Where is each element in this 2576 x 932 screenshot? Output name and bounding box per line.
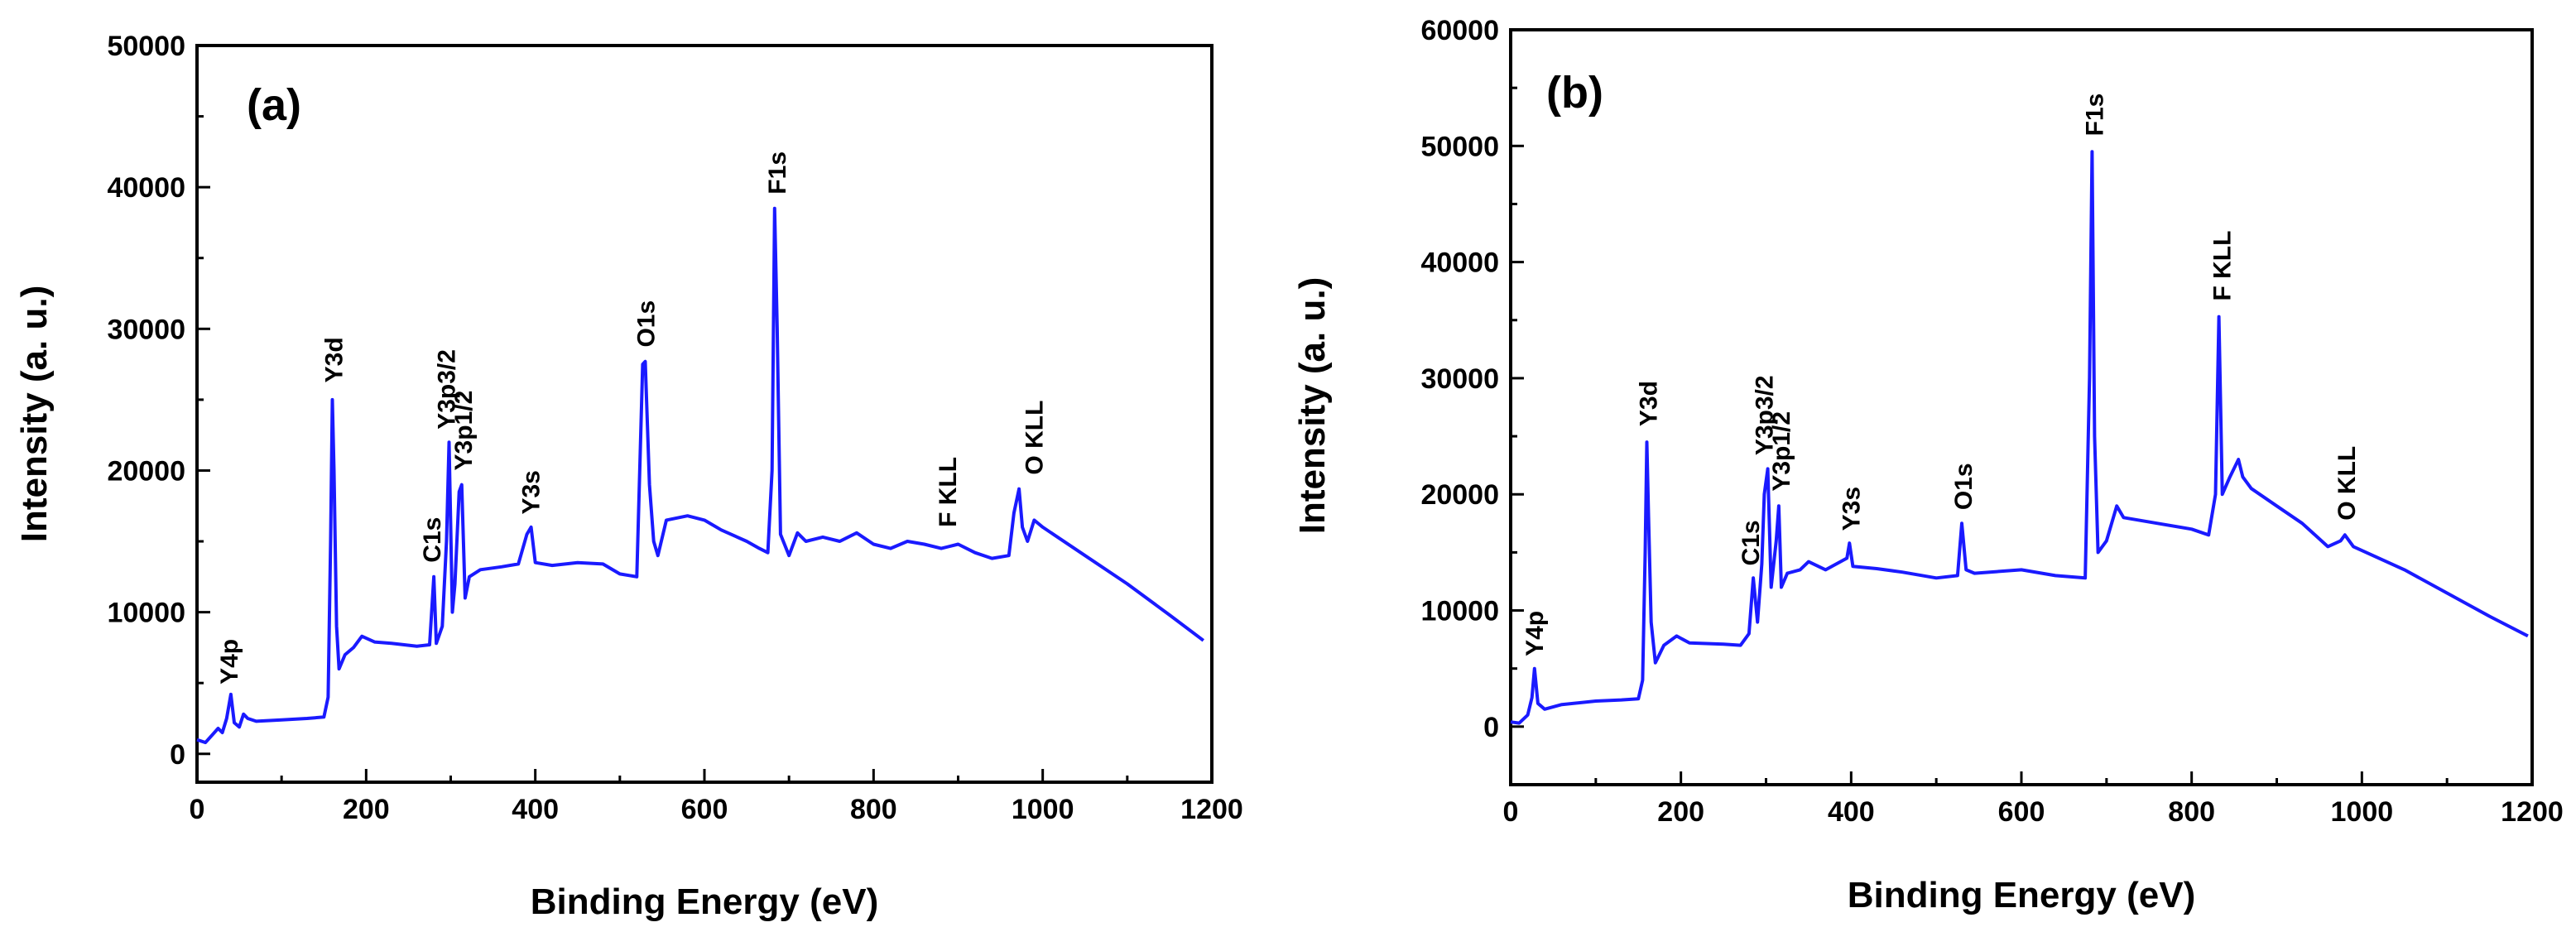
y-tick-label-a-20000: 20000 [107,455,185,487]
spectrum-line-a [196,206,1205,745]
x-tick-label-b-0: 0 [1503,796,1519,828]
y-axis-label-b: Intensity (a. u.) [1292,277,1333,534]
y-tick-label-a-0: 0 [170,739,185,771]
y-tick-label-b-60000: 60000 [1420,15,1499,46]
peak-label-a-5: Y3s [518,470,545,514]
x-tick-label-a-1200: 1200 [1180,794,1243,825]
chart-panel-a: 0 200 400 600 800 1000 1200 0 10000 20000 30000 400… [14,31,1243,922]
y-tick-label-b-20000: 20000 [1420,479,1499,511]
peak-label-b-6: O1s [1950,463,1978,510]
x-tick-label-b-800: 800 [2168,796,2215,828]
peak-label-b-5: Y3s [1838,487,1865,531]
peak-label-b-4: Y3p1/2 [1768,411,1795,492]
peak-label-a-7: F1s [764,151,791,195]
tick-marks-b [1509,28,2534,785]
plot-frame-b [1509,28,2534,786]
spectrum-line-b [1510,150,2529,725]
peak-label-b-0: Y4p [1521,611,1549,656]
peak-label-a-2: C1s [419,517,446,563]
peak-label-b-3: Y3p3/2 [1751,375,1778,455]
x-tick-label-b-1200: 1200 [2501,796,2564,828]
panel-label-b: (b) [1546,68,1603,118]
peak-label-a-6: O1s [633,300,661,348]
y-tick-label-a-50000: 50000 [107,31,185,62]
x-tick-label-a-600: 600 [681,794,728,825]
x-tick-label-b-1000: 1000 [2331,796,2394,828]
y-tick-label-b-0: 0 [1483,712,1499,743]
tick-marks-a [195,44,1214,782]
x-tick-label-a-200: 200 [343,794,390,825]
tick-labels-a: 0 200 400 600 800 1000 1200 0 10000 20000 30000 400… [107,31,1242,825]
y-tick-label-b-40000: 40000 [1420,247,1499,279]
peak-label-a-4: Y3p1/2 [450,391,478,471]
tick-labels-b: 0 200 400 600 800 1000 1200 0 10000 20000 30000 400… [1420,15,2563,828]
peak-label-b-8: F KLL [2209,231,2237,301]
y-tick-label-b-10000: 10000 [1420,596,1499,627]
x-tick-label-b-200: 200 [1657,796,1704,828]
peak-label-b-2: C1s [1737,520,1765,565]
y-tick-label-a-40000: 40000 [107,172,185,204]
peak-label-b-1: Y3d [1636,381,1663,426]
peak-label-b-7: F1s [2081,94,2108,137]
y-tick-label-b-50000: 50000 [1420,131,1499,162]
x-tick-label-a-400: 400 [512,794,559,825]
y-tick-label-b-30000: 30000 [1420,363,1499,395]
y-axis-label-a: Intensity (a. u.) [14,286,55,542]
x-tick-label-a-1000: 1000 [1012,794,1074,825]
y-tick-label-a-30000: 30000 [107,314,185,345]
peak-label-b-9: O KLL [2333,446,2361,521]
x-tick-label-b-400: 400 [1828,796,1875,828]
x-tick-label-b-600: 600 [1998,796,2045,828]
plot-frame-a [195,44,1214,784]
peak-label-a-1: Y3d [321,337,348,382]
x-tick-label-a-0: 0 [190,794,205,825]
panel-label-a: (a) [247,80,301,130]
chart-panel-b: 0 200 400 600 800 1000 1200 0 10000 20000 30000 400… [1292,15,2564,915]
peak-label-a-3: Y3p3/2 [433,349,460,430]
x-axis-label-b: Binding Energy (eV) [1848,875,2195,915]
peak-label-a-9: O KLL [1021,401,1048,475]
y-tick-label-a-10000: 10000 [107,598,185,629]
peak-label-a-8: F KLL [935,457,962,527]
peak-label-a-0: Y4p [216,639,243,685]
x-tick-label-a-800: 800 [850,794,897,825]
x-axis-label-a: Binding Energy (eV) [531,882,878,922]
